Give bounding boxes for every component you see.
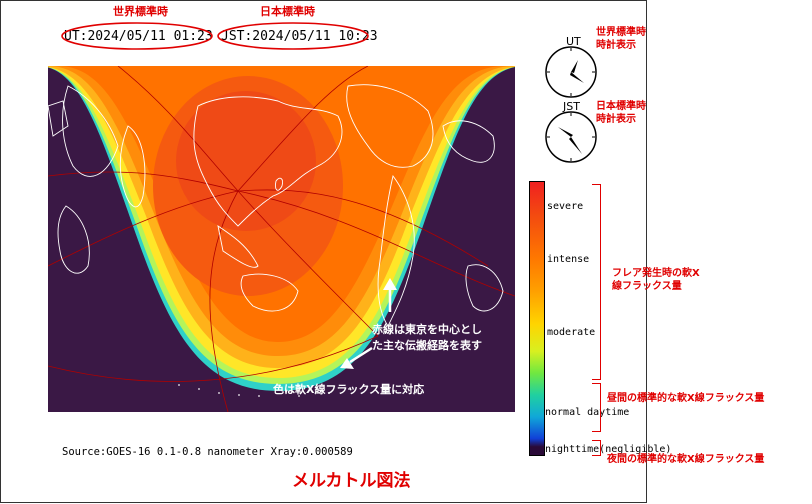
ut-highlight-ellipse xyxy=(61,22,213,50)
ut-clock xyxy=(545,46,597,98)
jst-time: JST:2024/05/11 10:23 xyxy=(221,29,378,44)
jst-caption: 日本標準時 xyxy=(260,5,315,18)
red-lines-note-2: た主な伝搬経路を表す xyxy=(372,339,482,352)
red-lines-note-1: 赤線は東京を中心とし xyxy=(372,323,482,336)
flare-note-1: フレア発生時の軟X xyxy=(612,268,700,279)
flare-bracket xyxy=(592,184,601,380)
ut-clock-note-2: 時計表示 xyxy=(596,40,636,51)
ut-hour-hand xyxy=(571,60,578,73)
flux-map xyxy=(48,66,515,412)
scale-label-moderate: moderate xyxy=(547,327,596,338)
scale-label-intense: intense xyxy=(547,254,590,265)
scale-label-severe: severe xyxy=(547,201,584,212)
ut-minute-hand xyxy=(570,72,584,83)
coastlines xyxy=(48,84,504,327)
ut-clock-label: UT xyxy=(566,35,581,48)
main-frame xyxy=(0,0,647,503)
scale-label-nighttime: nighttime(negligible) xyxy=(545,444,672,455)
jst-clock xyxy=(545,111,597,163)
jst-minute-hand xyxy=(569,137,582,154)
ut-time: UT:2024/05/11 01:23 xyxy=(64,29,213,44)
jst-highlight-ellipse xyxy=(217,22,369,50)
flare-note-2: 線フラックス量 xyxy=(612,281,682,292)
color-note: 色は軟X線フラックス量に対応 xyxy=(273,383,425,396)
left-arrow-head xyxy=(340,358,354,369)
dither-edge xyxy=(178,384,350,397)
jst-clock-label: JST xyxy=(563,100,580,113)
up-arrow-head xyxy=(383,278,397,290)
scale-label-normal-daytime: normal daytime xyxy=(545,407,630,418)
ut-clock-note-1: 世界標準時 xyxy=(596,27,646,38)
jst-clock-note-2: 時計表示 xyxy=(596,114,636,125)
daytime-note: 昼間の標準的な軟X線フラックス量 xyxy=(607,393,765,404)
propagation-paths xyxy=(48,66,515,412)
flux-colorbar xyxy=(529,181,545,456)
source-line: Source:GOES-16 0.1-0.8 nanometer Xray:0.… xyxy=(62,446,353,458)
ut-caption: 世界標準時 xyxy=(113,5,168,18)
daytime-bracket xyxy=(592,383,601,432)
page-title: メルカトル図法 xyxy=(292,471,411,491)
nighttime-note: 夜間の標準的な軟X線フラックス量 xyxy=(607,454,765,465)
nighttime-bracket xyxy=(592,440,601,456)
jst-hour-hand xyxy=(558,127,573,137)
jst-clock-note-1: 日本標準時 xyxy=(596,101,646,112)
left-arrow-shaft xyxy=(349,346,373,364)
